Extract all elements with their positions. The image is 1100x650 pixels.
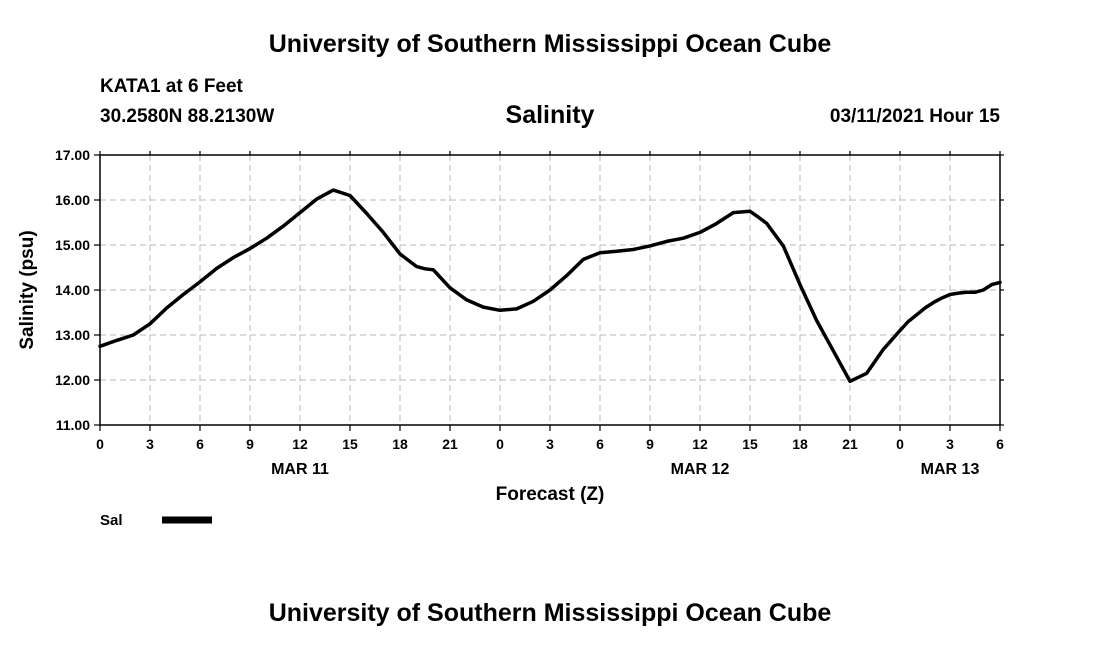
day-labels: MAR 11 MAR 12 MAR 13 — [271, 461, 979, 478]
y-tick-label: 15.00 — [55, 237, 90, 253]
x-tick-label: 21 — [442, 436, 458, 452]
x-tick-label: 12 — [692, 436, 708, 452]
x-tick-label: 3 — [546, 436, 554, 452]
footer-title: University of Southern Mississippi Ocean… — [268, 599, 832, 627]
parameter-title: Salinity — [505, 101, 595, 129]
y-tick-label: 17.00 — [55, 147, 90, 163]
y-tick-label: 12.00 — [55, 372, 90, 388]
x-tick-label: 9 — [646, 436, 654, 452]
y-tick-label: 13.00 — [55, 327, 90, 343]
x-tick-label: 15 — [342, 436, 358, 452]
chart-title: University of Southern Mississippi Ocean… — [268, 30, 832, 58]
legend-label: Sal — [100, 512, 123, 529]
x-tick-label: 15 — [742, 436, 758, 452]
x-tick-label: 3 — [946, 436, 954, 452]
y-tick-label: 11.00 — [56, 417, 90, 433]
y-tick-label: 14.00 — [55, 282, 90, 298]
x-axis-label: Forecast (Z) — [496, 484, 605, 505]
x-tick-label: 21 — [842, 436, 858, 452]
x-tick-label: 0 — [496, 436, 504, 452]
x-tick-label: 6 — [596, 436, 604, 452]
forecast-timestamp: 03/11/2021 Hour 15 — [829, 106, 1000, 127]
series-group — [98, 188, 1002, 384]
day-label: MAR 12 — [671, 461, 730, 478]
x-tick-label: 6 — [996, 436, 1004, 452]
x-tick-label: 0 — [896, 436, 904, 452]
day-label: MAR 11 — [271, 461, 329, 478]
y-axis: 11.00 12.00 13.00 14.00 15.00 16.00 17.00 — [55, 147, 1004, 433]
x-tick-label: 9 — [246, 436, 254, 452]
x-tick-label: 0 — [96, 436, 104, 452]
x-tick-label: 18 — [792, 436, 808, 452]
x-tick-label: 6 — [196, 436, 204, 452]
series-line-1 — [98, 188, 1002, 384]
day-label: MAR 13 — [921, 461, 980, 478]
x-axis: 0 3 6 9 12 15 18 21 0 3 6 9 12 15 18 21 0 3 6 — [96, 151, 1004, 452]
legend: Sal — [100, 512, 212, 529]
x-tick-label: 3 — [146, 436, 154, 452]
x-tick-label: 12 — [292, 436, 308, 452]
y-tick-label: 16.00 — [55, 192, 90, 208]
y-axis-label: Salinity (psu) — [17, 230, 38, 349]
x-tick-label: 18 — [392, 436, 408, 452]
station-label: KATA1 at 6 Feet — [100, 76, 243, 97]
station-coordinates: 30.2580N 88.2130W — [100, 106, 275, 127]
